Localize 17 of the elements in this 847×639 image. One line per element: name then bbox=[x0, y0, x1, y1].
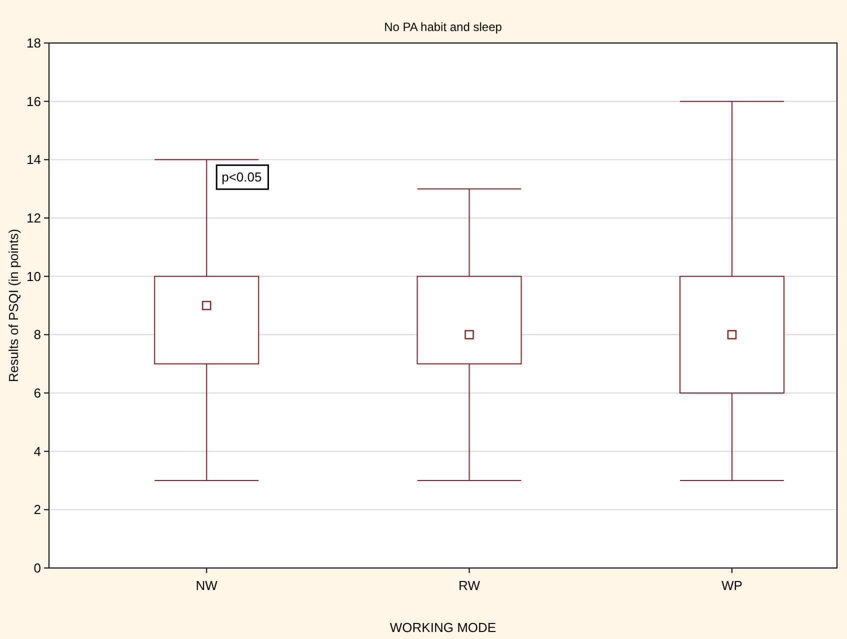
x-tick-label: NW bbox=[196, 578, 218, 593]
y-tick-label: 14 bbox=[26, 152, 41, 168]
x-axis-title: WORKING MODE bbox=[390, 620, 496, 635]
x-tick-label: RW bbox=[458, 578, 481, 593]
y-tick-label: 10 bbox=[26, 268, 41, 284]
annotation: p<0.05 bbox=[222, 170, 262, 185]
chart-title: No PA habit and sleep bbox=[384, 20, 502, 34]
y-tick-label: 12 bbox=[26, 210, 41, 226]
y-tick-label: 4 bbox=[34, 444, 41, 459]
x-tick-label: WP bbox=[721, 578, 742, 593]
y-tick-label: 6 bbox=[34, 386, 41, 401]
y-tick-label: 2 bbox=[34, 502, 41, 518]
y-axis-title: Results of PSQI (in points) bbox=[6, 228, 21, 382]
y-tick-label: 18 bbox=[26, 36, 41, 51]
y-tick-label: 8 bbox=[34, 327, 41, 342]
y-tick-label: 0 bbox=[34, 560, 41, 576]
y-tick-label: 16 bbox=[26, 94, 41, 109]
